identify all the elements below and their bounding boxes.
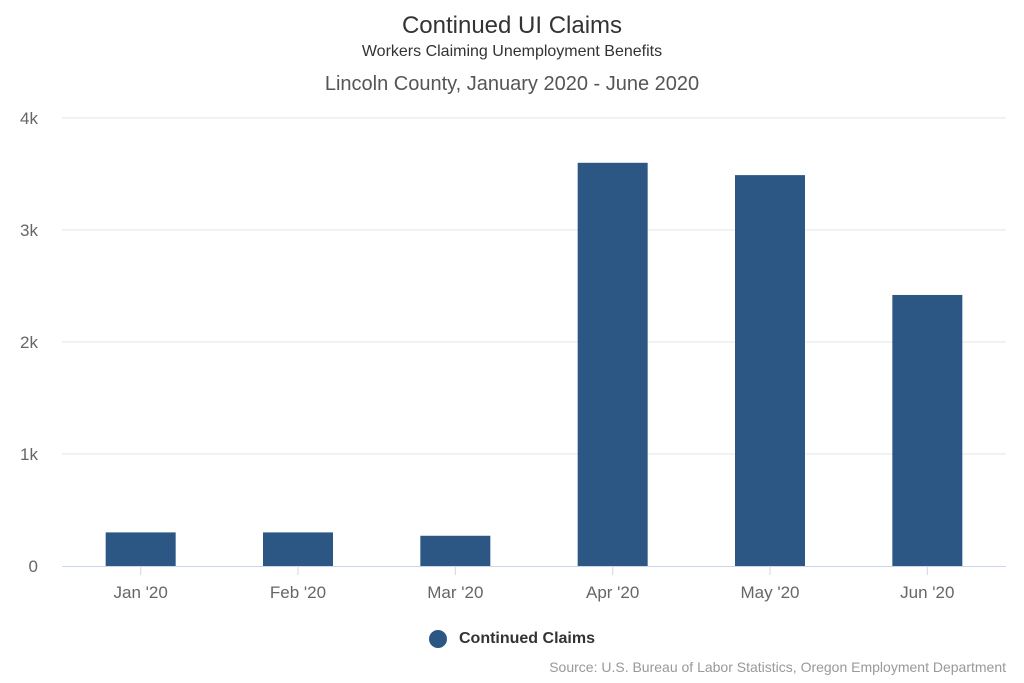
chart-region-subtitle: Lincoln County, January 2020 - June 2020 [324, 73, 700, 95]
y-tick-label: 2k [20, 333, 38, 352]
chart-subtitle: Workers Claiming Unemployment Benefits [361, 43, 663, 60]
bar[interactable] [420, 535, 491, 566]
x-tick-label: Apr '20 [586, 583, 639, 602]
legend: Continued Claims [0, 630, 1024, 653]
legend-marker-icon [428, 630, 447, 648]
y-tick-label: 4k [20, 109, 38, 128]
x-tick-label: Mar '20 [427, 583, 483, 602]
x-tick-label: Jan '20 [114, 583, 168, 602]
bar[interactable] [577, 162, 648, 567]
legend-label: Continued Claims [458, 630, 595, 647]
x-tick-label: May '20 [741, 583, 800, 602]
legend-item-continued-claims[interactable]: Continued Claims [428, 630, 595, 648]
y-tick-label: 0 [29, 557, 38, 576]
y-tick-label: 1k [20, 445, 38, 464]
x-tick-label: Jun '20 [900, 583, 954, 602]
bar[interactable] [263, 532, 333, 566]
x-tick-label: Feb '20 [270, 583, 326, 602]
bar[interactable] [735, 175, 805, 566]
bar[interactable] [105, 532, 176, 566]
y-tick-label: 3k [20, 221, 38, 240]
chart-title: Continued UI Claims [401, 12, 623, 39]
source-note: Source: U.S. Bureau of Labor Statistics,… [549, 659, 1006, 675]
bar[interactable] [892, 294, 963, 566]
